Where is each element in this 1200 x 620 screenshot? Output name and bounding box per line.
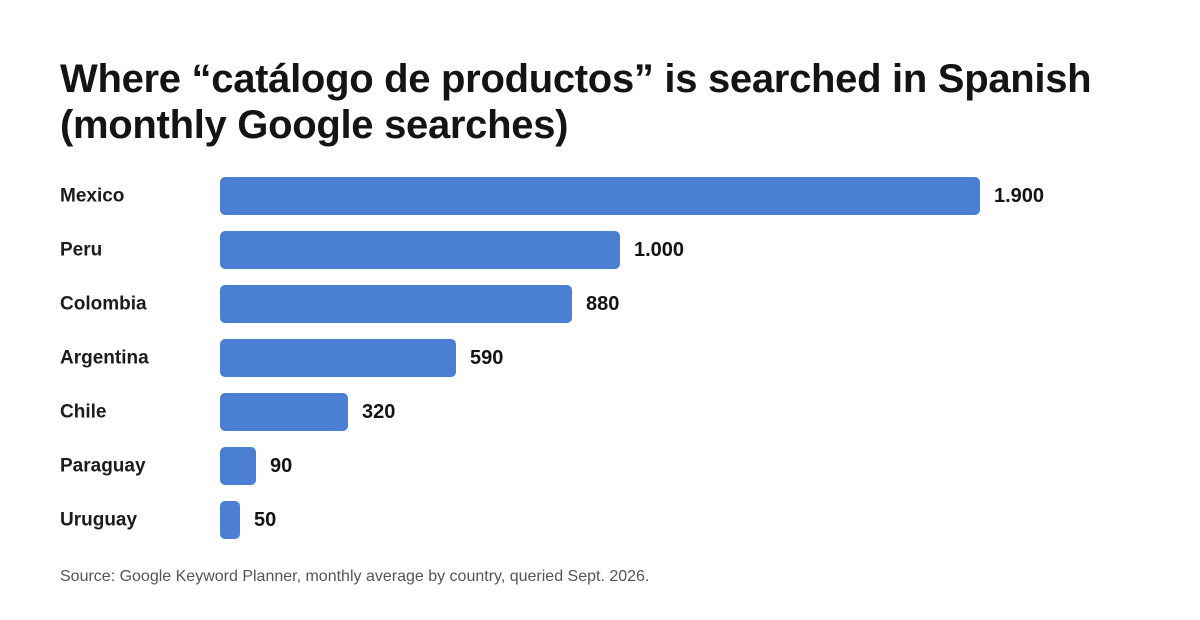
bar-argentina [220, 339, 456, 377]
bar-uruguay [220, 501, 240, 539]
bar-mexico [220, 177, 980, 215]
chart-title: Where “catálogo de productos” is searche… [60, 56, 1160, 148]
category-label-mexico: Mexico [60, 186, 124, 207]
value-label-paraguay: 90 [270, 455, 292, 477]
bar-paraguay [220, 447, 256, 485]
value-label-peru: 1.000 [634, 239, 684, 261]
category-label-peru: Peru [60, 240, 102, 261]
category-label-colombia: Colombia [60, 294, 147, 315]
source-note: Source: Google Keyword Planner, monthly … [60, 568, 650, 585]
value-label-chile: 320 [362, 401, 395, 423]
bar-colombia [220, 285, 572, 323]
value-label-colombia: 880 [586, 293, 619, 315]
category-label-uruguay: Uruguay [60, 510, 138, 531]
bar-peru [220, 231, 620, 269]
value-label-uruguay: 50 [254, 509, 276, 531]
bar-chile [220, 393, 348, 431]
category-label-chile: Chile [60, 402, 106, 423]
value-label-argentina: 590 [470, 347, 503, 369]
category-label-paraguay: Paraguay [60, 456, 146, 477]
chart-title-line-1: Where “catálogo de productos” is searche… [60, 57, 1092, 101]
value-label-mexico: 1.900 [994, 185, 1044, 207]
chart-title-line-2: (monthly Google searches) [60, 103, 569, 147]
category-label-argentina: Argentina [60, 348, 149, 369]
